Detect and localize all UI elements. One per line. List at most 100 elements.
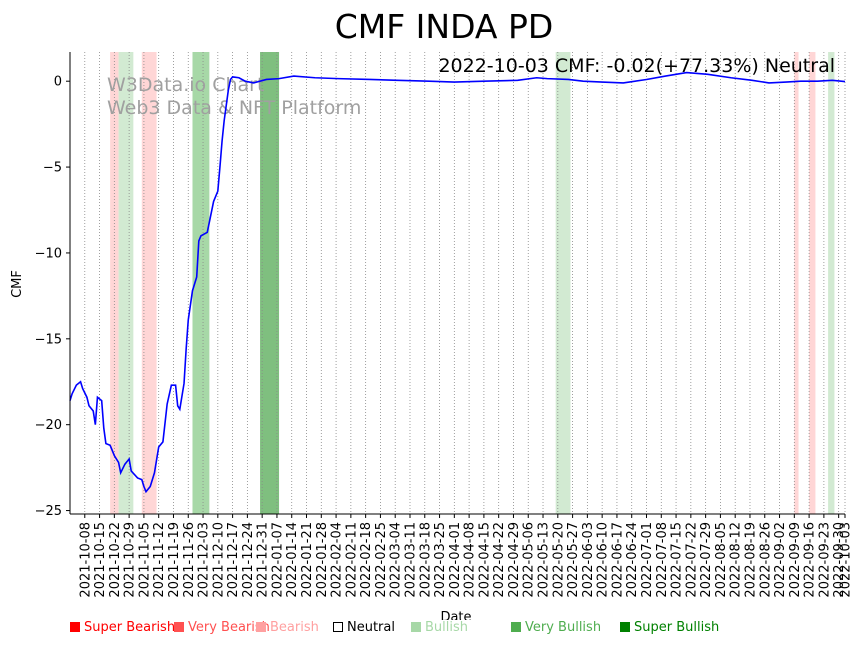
band-bullish-8 bbox=[828, 52, 835, 514]
x-tick-label: 2022-07-22 bbox=[684, 522, 699, 598]
band-bullish-5 bbox=[555, 52, 571, 514]
vertical-gridlines bbox=[84, 52, 846, 514]
x-tick-label: 2021-11-12 bbox=[152, 522, 167, 598]
y-tick-label: −25 bbox=[35, 504, 62, 519]
x-tick-label: 2021-11-19 bbox=[167, 522, 182, 598]
x-tick-label: 2022-04-15 bbox=[477, 522, 492, 598]
legend-label: Bearish bbox=[270, 620, 319, 635]
legend-swatch bbox=[174, 622, 184, 632]
x-tick-label: 2022-07-15 bbox=[670, 522, 685, 598]
x-tick-label: 2022-08-12 bbox=[729, 522, 744, 598]
legend-swatch bbox=[333, 622, 343, 632]
band-bearish-7 bbox=[809, 52, 816, 514]
x-tick-label: 2022-03-18 bbox=[418, 522, 433, 598]
y-axis-ticks: 0 −5 −10 −15 −20 −25 bbox=[35, 75, 70, 519]
cmf-series-line bbox=[69, 71, 846, 494]
y-tick-label: −20 bbox=[35, 418, 62, 433]
y-tick-label: −5 bbox=[43, 161, 62, 176]
x-tick-label: 2022-05-06 bbox=[522, 522, 537, 598]
axes bbox=[69, 52, 845, 515]
signal-legend: Super Bearish Very Bearish Bearish Neutral B… bbox=[0, 620, 862, 640]
x-axis-label: Date bbox=[440, 610, 471, 620]
x-tick-label: 2022-04-08 bbox=[463, 522, 478, 598]
legend-swatch bbox=[411, 622, 421, 632]
x-tick-label: 2022-04-22 bbox=[492, 522, 507, 598]
y-tick-label: −15 bbox=[35, 332, 62, 347]
x-tick-label: 2022-01-14 bbox=[285, 522, 300, 598]
x-tick-label: 2022-02-11 bbox=[344, 522, 359, 598]
legend-item-neutral: Neutral bbox=[333, 620, 395, 635]
latest-value-annotation: 2022-10-03 CMF: -0.02(+77.33%) Neutral bbox=[438, 55, 835, 77]
legend-swatch bbox=[620, 622, 630, 632]
legend-item-bullish: Bullish bbox=[411, 620, 468, 635]
x-tick-label: 2022-02-25 bbox=[374, 522, 389, 598]
x-tick-label: 2022-04-01 bbox=[448, 522, 463, 598]
legend-item-very-bearish: Very Bearish bbox=[174, 620, 270, 635]
cmf-chart: CMF INDA PD W3Data.io Chart Web3 Data & … bbox=[10, 7, 854, 620]
legend-swatch bbox=[70, 622, 80, 632]
watermark: W3Data.io Chart Web3 Data & NFT Platform bbox=[107, 74, 361, 119]
chart-title: CMF INDA PD bbox=[335, 7, 554, 46]
band-bearish-2 bbox=[141, 52, 157, 514]
x-tick-label: 2021-11-05 bbox=[137, 522, 152, 598]
legend-label: Super Bearish bbox=[84, 620, 176, 635]
x-tick-label: 2022-01-28 bbox=[315, 522, 330, 598]
x-tick-label: 2022-06-24 bbox=[625, 522, 640, 598]
x-axis-ticks: 2021-10-08 2021-10-15 2021-10-22 2021-10-29… bbox=[78, 514, 854, 598]
x-tick-label: 2021-12-03 bbox=[197, 522, 212, 598]
x-tick-label: 2021-10-29 bbox=[123, 522, 138, 598]
legend-label: Very Bearish bbox=[188, 620, 270, 635]
x-tick-label: 2022-09-16 bbox=[803, 522, 818, 598]
x-tick-label: 2022-04-29 bbox=[507, 522, 522, 598]
x-tick-label: 2022-06-10 bbox=[596, 522, 611, 598]
y-tick-label: −10 bbox=[35, 246, 62, 261]
x-tick-label: 2022-01-21 bbox=[300, 522, 315, 598]
legend-swatch bbox=[256, 622, 266, 632]
x-tick-label: 2022-09-23 bbox=[817, 522, 832, 598]
x-tick-label: 2021-12-10 bbox=[211, 522, 226, 598]
legend-label: Neutral bbox=[347, 620, 395, 635]
x-tick-label: 2021-10-15 bbox=[93, 522, 108, 598]
x-tick-label: 2022-06-03 bbox=[581, 522, 596, 598]
band-super_bullish-4 bbox=[260, 52, 280, 514]
legend-label: Very Bullish bbox=[525, 620, 602, 635]
legend-swatch bbox=[511, 622, 521, 632]
x-tick-label: 2022-09-09 bbox=[788, 522, 803, 598]
y-tick-label: 0 bbox=[54, 75, 62, 90]
x-tick-label: 2022-02-18 bbox=[359, 522, 374, 598]
x-tick-label: 2021-12-24 bbox=[241, 522, 256, 598]
x-tick-label: 2022-03-04 bbox=[389, 522, 404, 598]
x-tick-label: 2022-07-08 bbox=[655, 522, 670, 598]
x-tick-label: 2022-06-17 bbox=[610, 522, 625, 598]
x-tick-label: 2021-10-22 bbox=[108, 522, 123, 598]
x-tick-label: 2022-09-30 bbox=[832, 522, 847, 598]
y-axis-label: CMF bbox=[10, 270, 25, 298]
x-tick-label: 2022-08-26 bbox=[758, 522, 773, 598]
band-bullish-1 bbox=[118, 52, 134, 514]
legend-item-super-bearish: Super Bearish bbox=[70, 620, 175, 635]
x-tick-label: 2022-02-04 bbox=[330, 522, 345, 598]
legend-item-bearish: Bearish bbox=[256, 620, 319, 635]
x-tick-label: 2022-07-01 bbox=[640, 522, 655, 598]
legend-item-very-bullish: Very Bullish bbox=[511, 620, 601, 635]
band-bearish-6 bbox=[794, 52, 799, 514]
legend-item-super-bullish: Super Bullish bbox=[620, 620, 719, 635]
x-tick-label: 2021-12-31 bbox=[256, 522, 271, 598]
band-very_bullish-3 bbox=[192, 52, 210, 514]
x-tick-label: 2022-05-27 bbox=[566, 522, 581, 598]
watermark-line-1: W3Data.io Chart bbox=[107, 74, 264, 96]
x-tick-label: 2022-05-13 bbox=[537, 522, 552, 598]
x-tick-label: 2022-10-03 bbox=[839, 522, 854, 598]
watermark-line-2: Web3 Data & NFT Platform bbox=[107, 97, 361, 119]
x-tick-label: 2022-08-19 bbox=[743, 522, 758, 598]
x-tick-label: 2022-08-05 bbox=[714, 522, 729, 598]
x-tick-label: 2022-07-29 bbox=[699, 522, 714, 598]
signal-bands bbox=[110, 52, 835, 514]
x-tick-label: 2022-03-11 bbox=[403, 522, 418, 598]
legend-label: Bullish bbox=[425, 620, 469, 635]
x-tick-label: 2022-05-20 bbox=[551, 522, 566, 598]
x-tick-label: 2022-09-02 bbox=[773, 522, 788, 598]
legend-label: Super Bullish bbox=[634, 620, 720, 635]
x-tick-label: 2021-12-17 bbox=[226, 522, 241, 598]
x-tick-label: 2022-01-07 bbox=[270, 522, 285, 598]
